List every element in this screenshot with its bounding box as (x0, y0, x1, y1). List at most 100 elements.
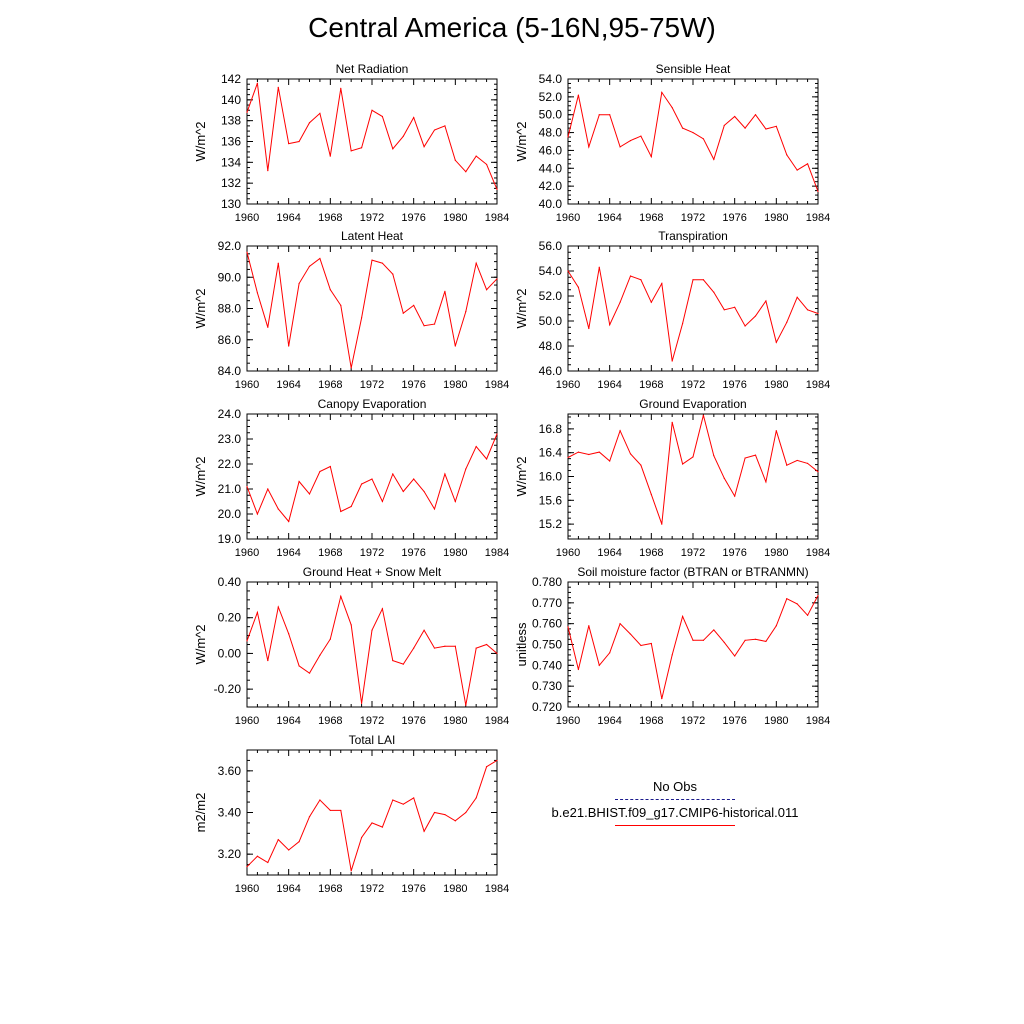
data-point (288, 633, 290, 635)
data-point (765, 300, 767, 302)
data-point (308, 493, 311, 495)
data-point (246, 640, 248, 642)
data-point (402, 312, 404, 314)
x-tick-label: 1976 (722, 715, 746, 727)
data-point (371, 822, 373, 824)
panel-title: Ground Heat + Snow Melt (303, 565, 442, 579)
data-point (475, 647, 477, 649)
data-point (671, 654, 673, 656)
data-point (288, 520, 290, 523)
data-point (692, 639, 694, 641)
y-tick-label: 56.0 (539, 239, 563, 253)
panel-ground-evaporation: Ground Evaporation W/m^2 15.2 15.6 16.0 16.4 1… (514, 397, 830, 559)
plot-frame (246, 749, 498, 876)
y-tick-label: 86.0 (218, 333, 242, 347)
data-point (598, 266, 600, 268)
data-point (485, 163, 488, 166)
data-point (288, 345, 290, 347)
x-tick-label: 1976 (401, 212, 425, 224)
data-point (308, 672, 311, 674)
y-tick-label: 0.760 (532, 617, 562, 631)
data-point (340, 510, 342, 513)
x-tick-label: 1964 (597, 379, 621, 391)
data-point (413, 304, 415, 306)
series-line (567, 415, 819, 525)
panel-title: Net Radiation (336, 62, 409, 76)
data-point (588, 146, 590, 148)
y-tick-label: 0.00 (218, 646, 242, 660)
y-tick-label: 132 (221, 176, 241, 190)
x-tick-label: 1960 (235, 547, 259, 559)
data-point (329, 289, 331, 291)
x-tick-label: 1960 (235, 883, 259, 895)
y-tick-label: 54.0 (539, 264, 563, 278)
y-tick-label: 52.0 (539, 289, 563, 303)
plot-frame (246, 245, 498, 372)
y-tick-label: 16.8 (539, 422, 563, 436)
data-point (496, 433, 498, 435)
data-point (423, 830, 425, 832)
data-point (308, 816, 311, 818)
data-point (786, 464, 788, 466)
data-point (298, 665, 300, 667)
x-tick-label: 1960 (556, 379, 580, 391)
data-point (360, 147, 363, 149)
data-point (350, 505, 352, 508)
x-tick-label: 1964 (597, 212, 621, 224)
data-point (444, 473, 446, 475)
data-point (267, 861, 269, 864)
data-point (256, 513, 259, 515)
y-tick-label: 48.0 (539, 339, 563, 353)
y-tick-label: 0.40 (218, 575, 242, 589)
data-point (340, 809, 342, 812)
panel-title: Sensible Heat (656, 62, 731, 76)
data-point (671, 360, 673, 362)
x-tick-label: 1960 (556, 547, 580, 559)
data-point (413, 116, 415, 119)
data-point (371, 478, 373, 480)
x-tick-label: 1972 (681, 547, 705, 559)
data-point (256, 292, 259, 294)
panel-latent-heat: Latent Heat W/m^2 84.0 86.0 88.0 90.0 92.0 1960… (193, 229, 509, 391)
legend-obs-line (615, 799, 735, 800)
data-point (765, 640, 767, 642)
y-tick-label: 130 (221, 197, 241, 211)
data-point (744, 127, 746, 129)
y-tick-label: 92.0 (218, 239, 242, 253)
x-tick-label: 1980 (443, 715, 467, 727)
x-tick-label: 1972 (681, 212, 705, 224)
x-tick-label: 1960 (556, 212, 580, 224)
data-point (381, 826, 384, 828)
series-line (246, 83, 498, 190)
data-point (723, 641, 725, 644)
data-point (650, 642, 652, 645)
x-tick-label: 1960 (235, 379, 259, 391)
data-point (744, 639, 746, 641)
data-point (402, 663, 404, 665)
x-tick-label: 1972 (360, 212, 384, 224)
y-axis-label: W/m^2 (193, 288, 208, 328)
data-point (702, 414, 705, 416)
y-tick-label: 138 (221, 114, 241, 128)
data-point (246, 485, 248, 488)
data-point (817, 594, 819, 597)
x-tick-label: 1968 (639, 715, 663, 727)
data-point (702, 138, 705, 140)
data-point (298, 140, 300, 143)
data-point (413, 478, 415, 480)
x-tick-label: 1980 (443, 212, 467, 224)
data-point (277, 86, 279, 88)
y-axis-label: W/m^2 (193, 624, 208, 664)
data-point (413, 797, 415, 799)
data-point (775, 625, 777, 627)
series-line (567, 267, 819, 362)
data-point (650, 301, 652, 303)
series-line (246, 433, 498, 523)
y-axis-label: W/m^2 (514, 288, 529, 328)
data-point (465, 311, 467, 313)
data-point (577, 451, 580, 453)
data-point (371, 109, 373, 111)
data-point (754, 454, 757, 456)
y-tick-label: 136 (221, 135, 241, 149)
data-point (681, 322, 684, 325)
